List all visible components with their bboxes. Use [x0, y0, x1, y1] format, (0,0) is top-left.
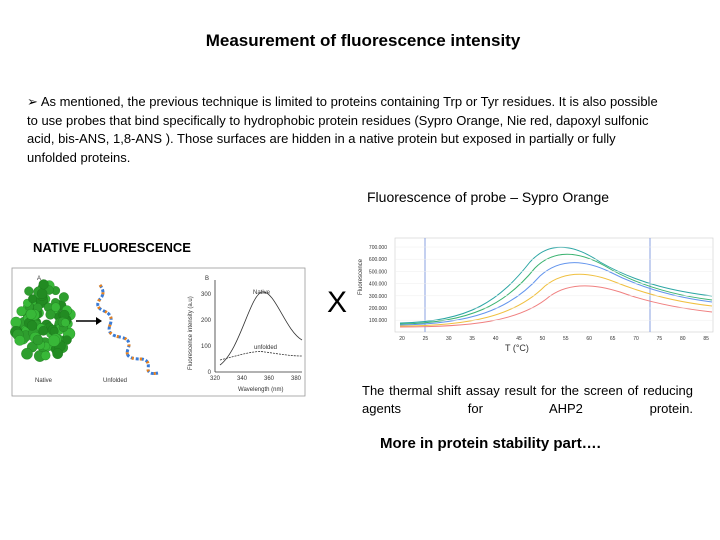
y-tick-label: 100.000	[369, 318, 387, 324]
melt-curve	[399, 285, 713, 328]
atom	[60, 318, 70, 328]
left-x-label: Wavelength (nm)	[238, 387, 283, 393]
atom	[16, 306, 27, 317]
x-tick-label: 55	[563, 336, 569, 342]
times-sign: X	[327, 286, 348, 319]
x-tick-label: 35	[469, 336, 475, 342]
panel-b: B	[205, 276, 209, 282]
bullet: ➢	[27, 94, 38, 109]
atom	[40, 350, 51, 361]
x-tick-label: 340	[237, 376, 248, 382]
more-link-text: More in protein stability part….	[380, 435, 601, 452]
x-tick-label: 320	[210, 376, 221, 382]
x-tick-label: 380	[291, 376, 302, 382]
right-x-label: T (°C)	[505, 343, 529, 353]
x-tick-label: 80	[680, 336, 686, 342]
unfolded-chain	[96, 284, 159, 375]
atom	[36, 288, 48, 299]
x-tick-label: 60	[586, 336, 592, 342]
atom	[14, 335, 26, 346]
melt-curve	[399, 273, 713, 327]
atom	[52, 348, 64, 360]
slide-title: Measurement of fluorescence intensity	[205, 31, 521, 50]
atom	[38, 325, 49, 336]
unfolded-curve	[219, 351, 303, 361]
atom	[51, 302, 61, 312]
atom	[28, 294, 37, 304]
y-tick-label: 0	[208, 370, 212, 376]
curve-unfolded-label: unfolded	[254, 345, 277, 351]
melt-curve	[399, 253, 713, 325]
arrow-head	[96, 317, 102, 325]
x-tick-label: 25	[423, 336, 429, 342]
x-tick-label: 30	[446, 336, 452, 342]
right-plot-frame	[394, 237, 714, 333]
atom	[45, 309, 56, 320]
x-tick-label: 70	[633, 336, 639, 342]
atom	[21, 347, 33, 360]
native-label: Native	[35, 378, 53, 384]
atom	[25, 309, 37, 320]
y-tick-label: 500.000	[369, 269, 387, 275]
panel-a: A	[37, 276, 41, 282]
right-y-label: Fluorescence	[358, 258, 364, 295]
atom	[10, 316, 22, 328]
probe-heading: Fluorescence of probe – Sypro Orange	[367, 189, 610, 205]
native-curve	[219, 291, 303, 366]
x-tick-label: 40	[493, 336, 499, 342]
x-tick-label: 45	[516, 336, 522, 342]
melt-curve	[399, 262, 713, 326]
curve-native-label: Native	[253, 290, 271, 296]
atom	[26, 320, 38, 331]
y-tick-label: 600.000	[369, 257, 387, 263]
atom	[47, 334, 60, 347]
y-tick-label: 700.000	[369, 245, 387, 251]
atom	[59, 292, 69, 303]
y-tick-label: 100	[201, 344, 212, 350]
y-tick-label: 200	[201, 318, 212, 324]
melt-curve	[399, 246, 713, 324]
native-heading: NATIVE FLUORESCENCE	[33, 240, 191, 255]
x-tick-label: 85	[703, 336, 709, 342]
y-tick-label: 400.000	[369, 282, 387, 288]
left-y-label: Fluorescence intensity (a.u)	[188, 296, 194, 370]
y-tick-label: 300.000	[369, 294, 387, 300]
atom	[32, 334, 44, 346]
x-tick-label: 360	[264, 376, 275, 382]
x-tick-label: 65	[610, 336, 616, 342]
bullet-paragraph: ➢ As mentioned, the previous technique i…	[27, 93, 667, 167]
x-tick-label: 50	[540, 336, 546, 342]
atom	[38, 279, 49, 290]
unfolded-label: Unfolded	[103, 378, 127, 384]
atom	[24, 286, 34, 296]
native-protein	[10, 279, 76, 362]
x-tick-label: 75	[657, 336, 663, 342]
paragraph-text: As mentioned, the previous technique is …	[27, 94, 658, 165]
y-tick-label: 200.000	[369, 306, 387, 312]
y-tick-label: 300	[201, 292, 212, 298]
x-tick-label: 20	[399, 336, 405, 342]
caption: The thermal shift assay result for the s…	[362, 383, 693, 416]
